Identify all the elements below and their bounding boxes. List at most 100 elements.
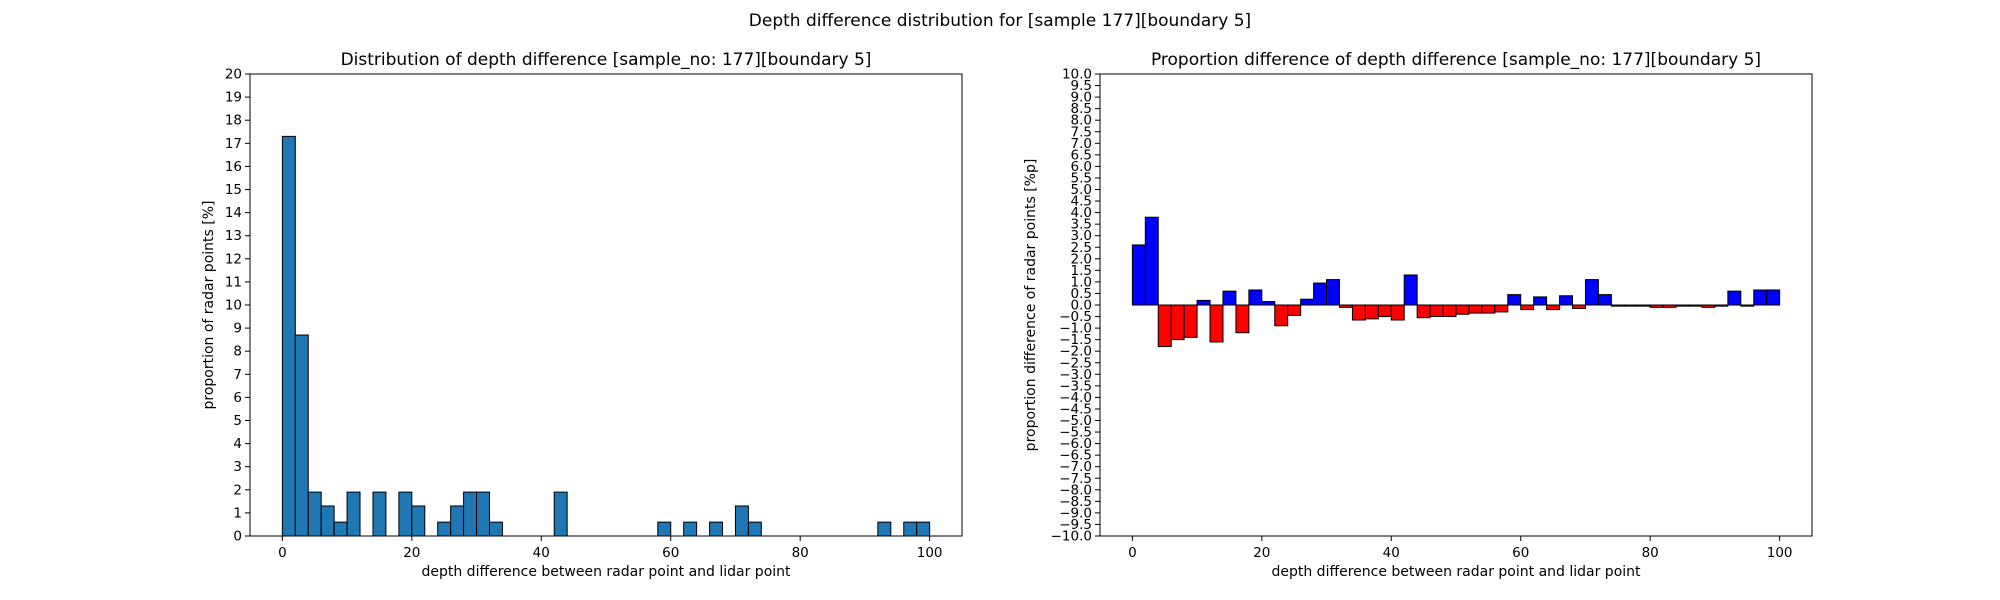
distribution-bar (372, 491, 387, 537)
proportion-difference-y-tick-label: 3.0 (1071, 228, 1092, 244)
proportion-difference-y-tick-label: 1.5 (1071, 263, 1092, 279)
proportion-difference-y-tick-label: 7.5 (1071, 124, 1092, 140)
proportion-difference-y-tick-label: −5.5 (1059, 425, 1092, 441)
proportion-difference-y-tick-label: −2.5 (1059, 355, 1092, 371)
proportion-difference-x-tick-label: 0 (1128, 545, 1137, 561)
distribution-y-tick-label: 11 (225, 274, 242, 290)
proportion-difference-y-tick-label: 0.5 (1071, 286, 1092, 302)
proportion-difference-y-tick-label: −3.0 (1059, 367, 1092, 383)
proportion-difference-bar (1494, 304, 1509, 313)
distribution-bar (398, 491, 413, 537)
proportion-difference-bar (1701, 304, 1716, 308)
proportion-difference-y-tick-label: 7.0 (1071, 136, 1092, 152)
distribution-y-tick-label: 14 (225, 205, 242, 221)
proportion-difference-y-tick-label: −0.5 (1059, 309, 1092, 325)
proportion-difference-y-tick-label: 2.5 (1071, 240, 1092, 256)
proportion-difference-y-tick-label: −7.0 (1059, 459, 1092, 475)
proportion-difference-y-tick-label: −4.0 (1059, 390, 1092, 406)
distribution-chart: Distribution of depth difference [sample… (201, 50, 963, 580)
proportion-difference-bar (1468, 304, 1483, 314)
proportion-difference-x-tick-label: 80 (1642, 545, 1659, 561)
proportion-difference-bar (1248, 289, 1263, 306)
proportion-difference-y-tick-label: 8.5 (1071, 101, 1092, 117)
proportion-difference-y-tick-label: 4.5 (1071, 194, 1092, 210)
proportion-difference-y-tick-label: 1.0 (1071, 274, 1092, 290)
distribution-y-tick-label: 3 (233, 459, 242, 475)
proportion-difference-bar (1584, 279, 1599, 306)
proportion-difference-y-tick-label: −10.0 (1051, 529, 1092, 545)
distribution-y-tick-label: 20 (225, 67, 242, 83)
distribution-bar (411, 505, 426, 537)
distribution-x-ticks: 0 20 40 60 80 100 (278, 536, 943, 561)
proportion-difference-y-tick-label: 4.0 (1071, 205, 1092, 221)
distribution-bar (683, 521, 698, 537)
distribution-y-tick-label: 12 (225, 251, 242, 267)
distribution-x-tick-label: 100 (917, 545, 943, 561)
distribution-y-tick-label: 4 (233, 436, 242, 452)
proportion-difference-bar (1533, 296, 1548, 306)
proportion-difference-bar (1649, 304, 1664, 308)
proportion-difference-bar (1377, 304, 1392, 318)
proportion-difference-y-tick-label: 5.5 (1071, 170, 1092, 186)
proportion-difference-bar (1610, 304, 1625, 307)
proportion-difference-bar (1222, 290, 1237, 306)
distribution-bar (709, 521, 724, 537)
proportion-difference-bar (1287, 304, 1302, 316)
distribution-y-axis-label: proportion of radar points [%] (201, 200, 217, 409)
distribution-y-tick-label: 19 (225, 90, 242, 106)
distribution-y-tick-label: 7 (233, 367, 242, 383)
distribution-x-tick-label: 0 (278, 545, 287, 561)
distribution-bar (488, 521, 503, 537)
proportion-difference-y-tick-label: 9.5 (1071, 78, 1092, 94)
distribution-bar (463, 491, 478, 537)
proportion-difference-y-tick-label: 9.0 (1071, 90, 1092, 106)
proportion-difference-y-tick-label: −6.0 (1059, 436, 1092, 452)
proportion-difference-bar (1183, 304, 1198, 338)
distribution-bar (346, 491, 361, 537)
proportion-difference-y-tick-label: 8.0 (1071, 113, 1092, 129)
proportion-difference-bar (1520, 304, 1535, 311)
proportion-difference-bar (1196, 299, 1211, 306)
proportion-difference-y-tick-label: −3.5 (1059, 378, 1092, 394)
distribution-chart-title: Distribution of depth difference [sample… (341, 50, 872, 70)
proportion-difference-bar (1442, 304, 1457, 318)
proportion-difference-bar (1144, 216, 1159, 306)
distribution-y-tick-label: 8 (233, 344, 242, 360)
proportion-difference-chart-title: Proportion difference of depth differenc… (1151, 50, 1761, 70)
proportion-difference-y-tick-label: 0.0 (1071, 298, 1092, 314)
proportion-difference-bar (1261, 301, 1276, 306)
proportion-difference-bar (1507, 294, 1522, 306)
proportion-difference-y-tick-label: −2.0 (1059, 344, 1092, 360)
proportion-difference-bar (1623, 304, 1638, 307)
distribution-x-tick-label: 80 (792, 545, 809, 561)
proportion-difference-bar (1546, 304, 1561, 311)
proportion-difference-bar (1714, 304, 1729, 307)
distribution-y-tick-label: 6 (233, 390, 242, 406)
distribution-bar (734, 505, 749, 537)
proportion-difference-bar (1403, 274, 1418, 306)
distribution-bar (437, 521, 452, 537)
distribution-bar (916, 521, 931, 537)
distribution-y-tick-label: 17 (225, 136, 242, 152)
distribution-bar (657, 521, 672, 537)
distribution-y-tick-label: 10 (225, 298, 242, 314)
proportion-difference-y-tick-label: −4.5 (1059, 401, 1092, 417)
proportion-difference-bar (1351, 304, 1366, 321)
proportion-difference-y-tick-label: 5.0 (1071, 182, 1092, 198)
proportion-difference-y-tick-label: −8.5 (1059, 494, 1092, 510)
proportion-difference-x-tick-label: 100 (1767, 545, 1793, 561)
distribution-bar (877, 521, 892, 537)
distribution-bar (903, 521, 918, 537)
proportion-difference-bar (1727, 290, 1742, 306)
distribution-y-tick-label: 13 (225, 228, 242, 244)
proportion-difference-y-tick-label: −9.0 (1059, 505, 1092, 521)
proportion-difference-bar (1675, 304, 1690, 307)
proportion-difference-bar (1326, 279, 1340, 306)
proportion-difference-bar (1209, 304, 1224, 343)
proportion-difference-bar (1636, 304, 1651, 307)
proportion-difference-y-tick-label: −9.5 (1059, 517, 1092, 533)
proportion-difference-bar (1662, 304, 1677, 308)
proportion-difference-bar (1274, 304, 1289, 327)
